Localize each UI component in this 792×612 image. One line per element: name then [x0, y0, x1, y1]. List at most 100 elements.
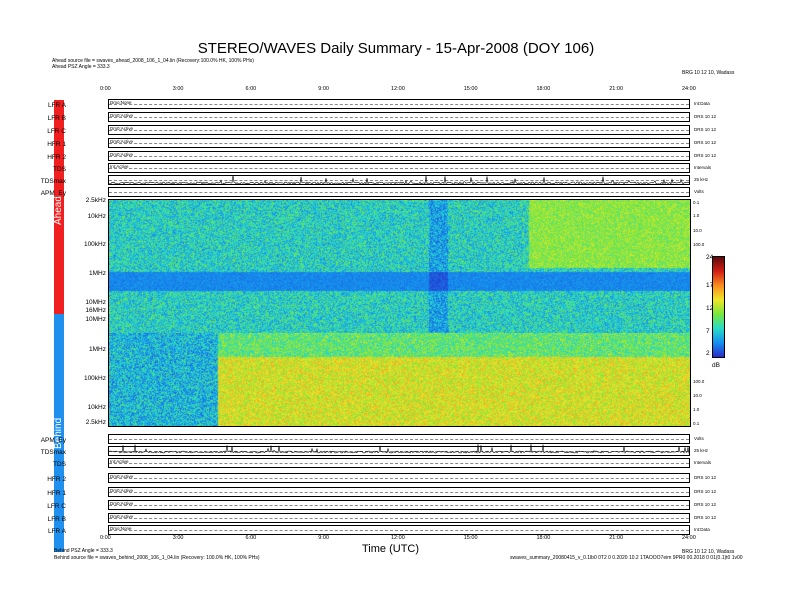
top-time-tick-label: 24:00: [682, 86, 696, 92]
top-time-tick-label: 21:00: [609, 86, 624, 92]
freq-label-ahead-10khz: 10kHz: [87, 213, 106, 220]
bottom-time-tick-label: 9:00: [318, 535, 329, 541]
ahead-row-frame: [108, 175, 690, 185]
ahead-row-dash: [109, 130, 689, 131]
behind-row-right-info: Intervals: [694, 460, 712, 465]
top-time-tick-label: 18:00: [536, 86, 551, 92]
ahead-row-label: HFR 1: [47, 141, 66, 148]
ahead-row-label: TDSmax: [40, 178, 66, 185]
colorbar-tick-7: 7: [706, 328, 710, 335]
bottom-time-tick-label: 24:00: [682, 535, 696, 541]
right-scale-behind-2: 1.0: [693, 407, 700, 412]
ahead-row-right-info: DRS 10 12: [694, 140, 717, 145]
ahead-row-dash: [109, 180, 689, 181]
behind-spectrogram: [108, 333, 691, 427]
top-time-tick-label: 15:00: [463, 86, 478, 92]
ahead-row-left-info: Dm0:Active: [110, 139, 134, 144]
bottom-right-info: BRG 10 12 10, Wadass: [682, 549, 735, 555]
behind-sidebar: Behind: [53, 314, 64, 552]
behind-row-right-info: DRS 10 12: [694, 475, 717, 480]
behind-row-label: TDSmax: [40, 449, 66, 456]
top-time-tick-label: 6:00: [245, 86, 257, 92]
behind-row-dash: [109, 518, 689, 519]
behind-row-dash: [109, 492, 689, 493]
ahead-row-right-info: Volts: [694, 189, 704, 194]
spectrogram-frame: [108, 199, 691, 427]
bottom-time-tick-label: 3:00: [172, 535, 184, 541]
ahead-row-frame: [108, 151, 690, 161]
colorbar-gradient: [713, 257, 724, 357]
ahead-source-file: Ahead source file = swaves_ahead_2008_10…: [52, 58, 254, 64]
behind-row-label: APM_Ey: [40, 437, 66, 444]
ahead-sidebar-fill: [54, 100, 64, 314]
behind-row-right-info: 25 kHz: [694, 448, 709, 453]
ahead-row-right-info: Int:Data: [694, 101, 710, 106]
ahead-row-frame: [108, 138, 690, 148]
bottom-time-tick-label: 21:00: [609, 535, 624, 541]
behind-row-frame: [108, 487, 690, 497]
behind-row-label: LFR B: [47, 516, 66, 523]
bottom-time-tick-label: 18:00: [536, 535, 551, 541]
ahead-row-frame: [108, 187, 690, 197]
top-time-tick-label: 9:00: [318, 86, 329, 92]
ahead-psz-angle: Ahead PSZ Angle = 333.3: [52, 64, 110, 70]
freq-label-behind-10khz: 10kHz: [87, 404, 106, 411]
freq-label-ahead-2.5khz: 2.5kHz: [85, 197, 106, 204]
right-scale-behind-0: 100.0: [693, 379, 705, 384]
behind-row-right-info: DRS 10 12: [694, 515, 717, 520]
ahead-row-dash: [109, 192, 689, 193]
behind-row-dash: [109, 439, 689, 440]
behind-row-right-info: DRS 10 12: [694, 502, 717, 507]
freq-label-behind-2.5khz: 2.5kHz: [85, 419, 106, 426]
behind-row-frame: [108, 513, 690, 523]
bottom-time-tick-label: 15:00: [463, 535, 478, 541]
right-scale-ahead-1: 1.0: [693, 213, 700, 218]
behind-row-frame: [108, 458, 690, 468]
behind-row-label: HFR 2: [47, 476, 66, 483]
behind-row-right-info: Volts: [694, 436, 704, 441]
bottom-time-tick-label: 0:00: [100, 535, 111, 541]
bottom-time-tick-label: 6:00: [245, 535, 257, 541]
behind-row-right-info: Int:Data: [694, 527, 710, 532]
right-scale-behind-1: 10.0: [693, 393, 702, 398]
behind-row-left-info: Int:Active: [110, 459, 129, 464]
freq-label-ahead-100khz: 100kHz: [83, 241, 106, 248]
ahead-row-left-info: Dm0:Active: [110, 152, 134, 157]
ahead-row-right-info: DRS 10 12: [694, 153, 717, 158]
freq-label-behind-10mhz: 10MHz: [85, 316, 106, 323]
ahead-row-dash: [109, 156, 689, 157]
bottom-time-tick-label: 12:00: [391, 535, 405, 541]
ahead-row-left-info: Dm0:Active: [110, 113, 134, 118]
ahead-row-dash: [109, 168, 689, 169]
ahead-row-frame: [108, 163, 690, 173]
behind-source-file: Behind source file = swaves_behind_2008_…: [54, 555, 260, 561]
behind-psz-angle: Behind PSZ Angle = 333.3: [54, 548, 113, 554]
behind-row-label: LFR A: [47, 528, 66, 535]
ahead-row-right-info: Intervals: [694, 165, 712, 170]
freq-label-behind-100khz: 100kHz: [83, 375, 106, 382]
colorbar-tick-12: 12: [706, 305, 714, 312]
ahead-row-right-info: DRS 10 12: [694, 114, 717, 119]
behind-tdsmax-trace-line: [108, 444, 690, 454]
behind-row-label: TDS: [53, 461, 66, 468]
top-time-tick-label: 0:00: [100, 86, 111, 92]
behind-row-label: LFR C: [47, 503, 66, 510]
colorbar-tick-24: 24: [706, 254, 714, 261]
ahead-row-label: HFR 2: [47, 154, 66, 161]
right-scale-ahead-3: 100.0: [693, 242, 705, 247]
ahead-row-label: TDS: [53, 166, 66, 173]
ahead-row-frame: [108, 112, 690, 122]
behind-row-dash: [109, 451, 689, 452]
right-scale-behind-3: 0.1: [693, 421, 700, 426]
freq-label-ahead-10mhz: 10MHz: [85, 299, 106, 306]
behind-row-left-info: Dm0:Active: [110, 501, 134, 506]
freq-label-ahead-16mhz: 16MHz: [85, 307, 106, 314]
page-title: STEREO/WAVES Daily Summary - 15-Apr-2008…: [197, 40, 595, 57]
ahead-sidebar: Ahead: [53, 100, 64, 314]
colorbar-tick-17: 17: [706, 282, 714, 289]
top-right-info: BRG 10 12 10, Wadass: [682, 70, 735, 76]
ahead-row-dash: [109, 143, 689, 144]
behind-row-frame: [108, 473, 690, 483]
right-scale-ahead-2: 10.0: [693, 228, 702, 233]
behind-row-frame: [108, 500, 690, 510]
